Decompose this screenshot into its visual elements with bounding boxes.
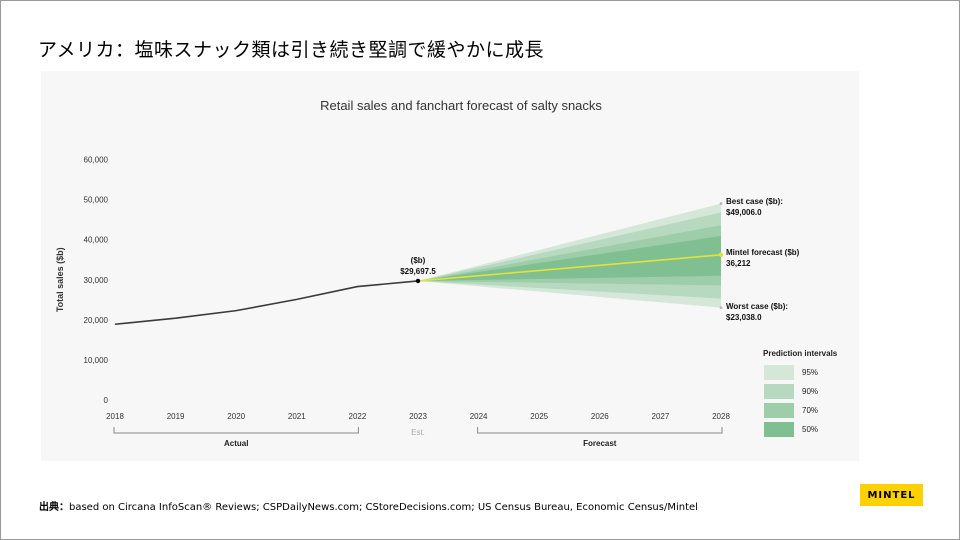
x-tick-label: 2019 — [167, 412, 185, 421]
est-value: $29,697.5 — [400, 267, 436, 276]
pi-band-50 — [418, 236, 721, 281]
fanchart: Retail sales and fanchart forecast of sa… — [55, 98, 838, 448]
actual-bracket — [113, 427, 359, 434]
worst-case-value: $23,038.0 — [726, 313, 762, 322]
forecast-series-line — [417, 254, 722, 282]
y-tick-label: 50,000 — [84, 196, 109, 205]
y-tick-label: 40,000 — [84, 236, 109, 245]
x-tick-label: 2026 — [591, 412, 609, 421]
legend-title: Prediction intervals — [763, 349, 838, 358]
est-period-label: Est. — [411, 428, 425, 437]
mintel-forecast-label: Mintel forecast ($b) — [726, 248, 800, 257]
forecast-period-label: Forecast — [583, 439, 617, 448]
best-case-point — [719, 202, 723, 205]
slide-title: アメリカ：塩味スナック類は引き続き堅調で緩やかに成長 — [38, 39, 545, 61]
mintel-forecast-value: 36,212 — [726, 259, 751, 268]
x-tick-label: 2020 — [227, 412, 245, 421]
y-tick-label: 60,000 — [84, 156, 109, 165]
chart-panel — [41, 71, 859, 461]
source-lead: 出典： — [39, 502, 69, 513]
x-tick-label: 2022 — [349, 412, 367, 421]
legend-swatch-70 — [764, 403, 794, 418]
legend-swatch-95 — [764, 365, 794, 380]
source-note: 出典：based on Circana InfoScan® Reviews; C… — [39, 498, 698, 513]
est-point — [415, 278, 421, 284]
mintel-logo: MINTEL — [860, 484, 923, 506]
est-value-unit: ($b) — [411, 256, 426, 265]
legend-label-50: 50% — [802, 425, 818, 434]
forecast-point — [718, 252, 724, 258]
y-tick-label: 20,000 — [84, 316, 109, 325]
legend-label-90: 90% — [802, 387, 818, 396]
best-case-value: $49,006.0 — [726, 208, 762, 217]
x-tick-label: 2021 — [288, 412, 306, 421]
source-text: based on Circana InfoScan® Reviews; CSPD… — [69, 502, 698, 513]
y-tick-label: 0 — [104, 396, 109, 405]
y-tick-label: 10,000 — [84, 356, 109, 365]
chart-title: Retail sales and fanchart forecast of sa… — [320, 98, 602, 113]
x-tick-label: 2024 — [470, 412, 488, 421]
y-axis-label: Total sales ($b) — [55, 247, 65, 312]
legend-swatch-90 — [764, 384, 794, 399]
x-tick-label: 2025 — [530, 412, 548, 421]
worst-case-point — [719, 306, 723, 310]
actual-period-label: Actual — [224, 439, 248, 448]
worst-case-label: Worst case ($b): — [726, 302, 788, 311]
legend-swatch-50 — [764, 422, 794, 437]
forecast-bracket — [477, 427, 723, 434]
legend-label-70: 70% — [802, 406, 818, 415]
y-tick-label: 30,000 — [84, 276, 109, 285]
x-tick-label: 2023 — [409, 412, 427, 421]
best-case-label: Best case ($b): — [726, 197, 783, 206]
x-tick-label: 2027 — [652, 412, 670, 421]
legend-label-95: 95% — [802, 368, 818, 377]
x-tick-label: 2018 — [106, 412, 124, 421]
actual-series-line — [114, 280, 419, 326]
x-tick-label: 2028 — [712, 412, 730, 421]
